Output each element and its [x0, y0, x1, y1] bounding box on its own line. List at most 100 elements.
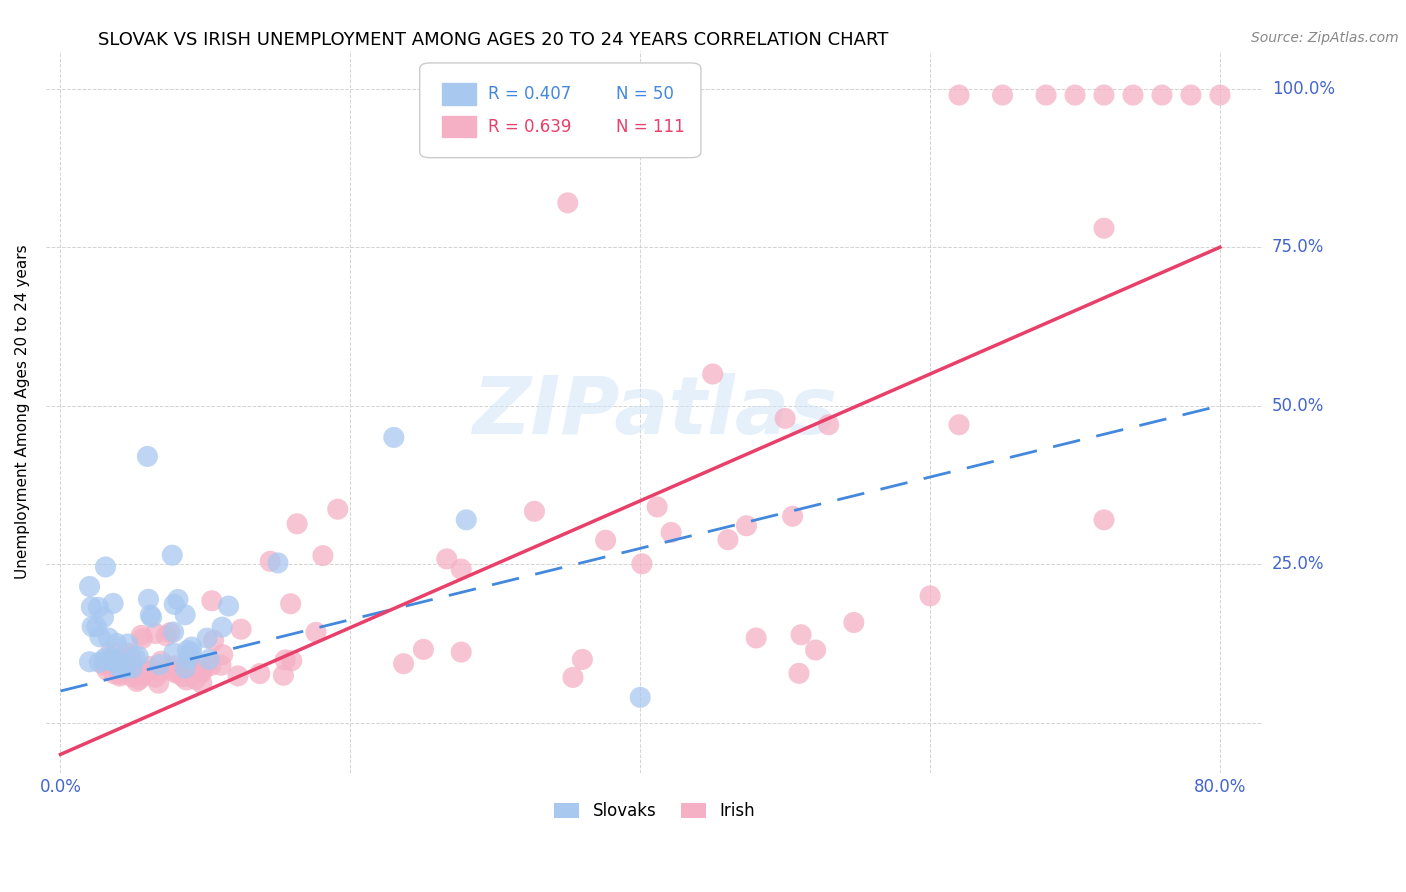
Point: [456, 513, 478, 527]
Point: [101, 654, 124, 668]
Point: [120, 649, 142, 664]
Point: [96, 664, 118, 678]
Point: [79, 655, 101, 669]
Point: [804, 643, 827, 657]
Point: [117, 646, 139, 660]
Text: Source: ZipAtlas.com: Source: ZipAtlas.com: [1251, 31, 1399, 45]
Point: [305, 625, 328, 640]
Point: [436, 552, 458, 566]
Point: [141, 610, 163, 624]
Point: [773, 411, 796, 425]
Text: 75.0%: 75.0%: [1272, 238, 1324, 256]
Point: [562, 670, 585, 684]
Point: [110, 657, 132, 671]
Point: [557, 195, 579, 210]
Point: [312, 549, 335, 563]
Point: [169, 666, 191, 681]
Point: [229, 622, 252, 636]
Point: [145, 626, 167, 640]
Point: [165, 665, 187, 680]
Point: [1150, 88, 1173, 103]
Point: [121, 670, 143, 684]
Point: [86, 619, 108, 633]
Point: [273, 668, 295, 682]
Text: R = 0.407: R = 0.407: [488, 85, 571, 103]
Point: [202, 633, 225, 648]
Point: [127, 649, 149, 664]
Point: [100, 644, 122, 658]
Point: [125, 668, 148, 682]
Point: [150, 654, 173, 668]
Point: [226, 669, 249, 683]
Point: [131, 665, 153, 679]
Point: [194, 659, 217, 673]
Point: [162, 548, 184, 562]
Point: [125, 669, 148, 683]
Point: [107, 660, 129, 674]
Point: [450, 645, 472, 659]
Point: [129, 628, 152, 642]
Point: [571, 652, 593, 666]
Point: [1092, 88, 1115, 103]
Point: [211, 648, 233, 662]
Point: [211, 620, 233, 634]
Point: [201, 594, 224, 608]
Point: [101, 658, 124, 673]
Text: 100.0%: 100.0%: [1272, 79, 1334, 98]
Point: [1035, 88, 1057, 103]
Bar: [441, 83, 475, 105]
Point: [628, 690, 651, 705]
Point: [782, 509, 804, 524]
Point: [103, 666, 125, 681]
Point: [136, 664, 159, 678]
Point: [163, 598, 186, 612]
Point: [110, 661, 132, 675]
Point: [948, 88, 970, 103]
Point: [523, 504, 546, 518]
Point: [991, 88, 1014, 103]
Point: [817, 417, 839, 432]
Point: [94, 656, 117, 670]
Text: 25.0%: 25.0%: [1272, 555, 1324, 574]
Point: [139, 607, 162, 622]
Point: [115, 654, 138, 668]
Point: [97, 631, 120, 645]
Point: [920, 589, 942, 603]
Point: [94, 651, 117, 665]
Point: [159, 625, 181, 640]
Point: [93, 658, 115, 673]
Point: [176, 673, 198, 687]
Point: [1122, 88, 1144, 103]
Point: [148, 657, 170, 672]
Point: [124, 650, 146, 665]
Point: [145, 670, 167, 684]
FancyBboxPatch shape: [420, 63, 702, 158]
Point: [89, 656, 111, 670]
Point: [450, 562, 472, 576]
Point: [128, 673, 150, 687]
Point: [280, 597, 302, 611]
Point: [412, 642, 434, 657]
Point: [842, 615, 865, 630]
Point: [114, 661, 136, 675]
Point: [382, 430, 405, 444]
Point: [735, 518, 758, 533]
Point: [659, 525, 682, 540]
Point: [645, 500, 668, 514]
Point: [115, 661, 138, 675]
Point: [131, 632, 153, 646]
Point: [162, 664, 184, 678]
Point: [631, 557, 654, 571]
Point: [285, 516, 308, 531]
Point: [176, 643, 198, 657]
Point: [117, 661, 139, 675]
Point: [200, 658, 222, 673]
Point: [218, 599, 240, 613]
Text: SLOVAK VS IRISH UNEMPLOYMENT AMONG AGES 20 TO 24 YEARS CORRELATION CHART: SLOVAK VS IRISH UNEMPLOYMENT AMONG AGES …: [98, 31, 889, 49]
Point: [101, 596, 124, 610]
Point: [717, 533, 740, 547]
Point: [267, 556, 290, 570]
Point: [98, 655, 121, 669]
Point: [138, 659, 160, 673]
Point: [1180, 88, 1202, 103]
